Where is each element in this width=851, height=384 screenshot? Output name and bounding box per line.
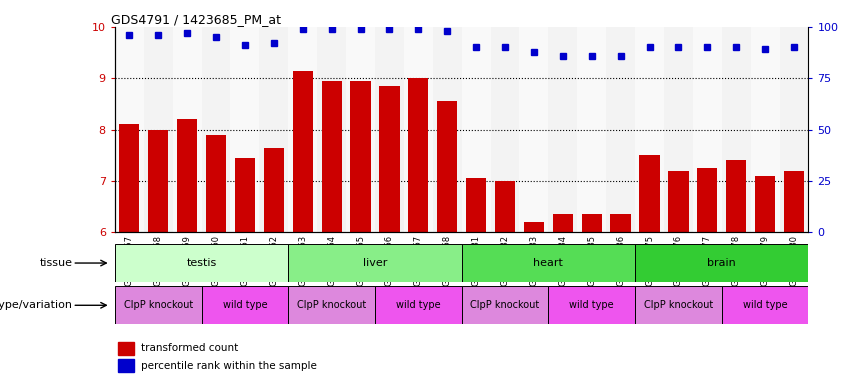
Bar bbox=[722, 27, 751, 232]
Bar bbox=[206, 135, 226, 232]
Bar bbox=[404, 27, 433, 232]
Bar bbox=[639, 155, 660, 232]
Bar bbox=[177, 119, 197, 232]
Bar bbox=[495, 181, 515, 232]
Bar bbox=[322, 81, 342, 232]
Bar bbox=[548, 286, 635, 324]
Bar bbox=[635, 286, 722, 324]
Bar bbox=[606, 27, 635, 232]
Bar bbox=[552, 214, 573, 232]
Text: brain: brain bbox=[707, 258, 736, 268]
Bar bbox=[780, 27, 808, 232]
Bar bbox=[524, 222, 544, 232]
Bar bbox=[466, 179, 486, 232]
Bar bbox=[697, 168, 717, 232]
Bar bbox=[293, 71, 313, 232]
Bar bbox=[581, 214, 602, 232]
Text: testis: testis bbox=[186, 258, 217, 268]
Text: wild type: wild type bbox=[396, 300, 441, 310]
Bar bbox=[635, 27, 664, 232]
Bar bbox=[668, 170, 688, 232]
Bar bbox=[118, 342, 134, 355]
Bar bbox=[173, 27, 202, 232]
Bar bbox=[380, 86, 399, 232]
Text: ClpP knockout: ClpP knockout bbox=[644, 300, 713, 310]
Bar bbox=[610, 214, 631, 232]
Bar bbox=[317, 27, 346, 232]
Text: heart: heart bbox=[534, 258, 563, 268]
Bar bbox=[260, 27, 288, 232]
Bar bbox=[288, 244, 461, 282]
Bar bbox=[548, 27, 577, 232]
Bar bbox=[437, 101, 457, 232]
Text: genotype/variation: genotype/variation bbox=[0, 300, 72, 310]
Bar bbox=[726, 161, 746, 232]
Bar bbox=[461, 244, 635, 282]
Bar bbox=[235, 158, 255, 232]
Text: liver: liver bbox=[363, 258, 387, 268]
Text: ClpP knockout: ClpP knockout bbox=[297, 300, 366, 310]
Bar bbox=[264, 147, 284, 232]
Bar bbox=[664, 27, 693, 232]
Text: wild type: wild type bbox=[223, 300, 267, 310]
Bar bbox=[755, 176, 775, 232]
Bar bbox=[375, 27, 404, 232]
Bar bbox=[288, 27, 317, 232]
Text: tissue: tissue bbox=[39, 258, 72, 268]
Text: ClpP knockout: ClpP knockout bbox=[123, 300, 193, 310]
Bar bbox=[461, 27, 490, 232]
Bar bbox=[461, 286, 548, 324]
Bar bbox=[288, 286, 375, 324]
Bar bbox=[751, 27, 780, 232]
Bar bbox=[433, 27, 461, 232]
Bar bbox=[115, 244, 288, 282]
Text: wild type: wild type bbox=[569, 300, 614, 310]
Bar bbox=[119, 124, 140, 232]
Bar bbox=[693, 27, 722, 232]
Bar bbox=[202, 27, 231, 232]
Bar bbox=[490, 27, 519, 232]
Bar bbox=[231, 27, 260, 232]
Bar bbox=[577, 27, 606, 232]
Bar bbox=[722, 286, 808, 324]
Text: ClpP knockout: ClpP knockout bbox=[471, 300, 540, 310]
Bar bbox=[408, 78, 428, 232]
Bar bbox=[148, 130, 168, 232]
Bar bbox=[784, 170, 804, 232]
Bar bbox=[115, 27, 144, 232]
Bar bbox=[519, 27, 548, 232]
Bar bbox=[115, 286, 202, 324]
Bar bbox=[351, 81, 371, 232]
Text: transformed count: transformed count bbox=[141, 343, 238, 353]
Bar bbox=[346, 27, 375, 232]
Text: percentile rank within the sample: percentile rank within the sample bbox=[141, 361, 317, 371]
Bar bbox=[375, 286, 461, 324]
Text: GDS4791 / 1423685_PM_at: GDS4791 / 1423685_PM_at bbox=[111, 13, 282, 26]
Bar bbox=[635, 244, 808, 282]
Text: wild type: wild type bbox=[743, 300, 787, 310]
Bar bbox=[118, 359, 134, 372]
Bar bbox=[202, 286, 288, 324]
Bar bbox=[144, 27, 173, 232]
